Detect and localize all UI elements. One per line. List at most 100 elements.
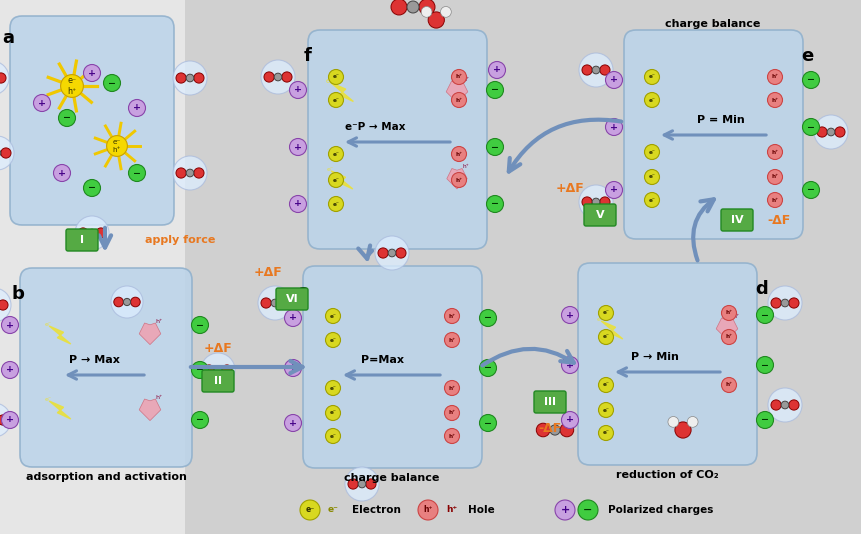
Text: h⁺: h⁺: [726, 382, 733, 388]
Text: e⁻: e⁻: [332, 152, 339, 156]
Circle shape: [687, 417, 698, 427]
Circle shape: [279, 298, 289, 308]
Circle shape: [781, 299, 789, 307]
Circle shape: [802, 119, 820, 136]
Circle shape: [480, 414, 497, 431]
Text: +: +: [294, 85, 302, 95]
Circle shape: [598, 426, 614, 441]
Text: VI: VI: [286, 294, 298, 304]
Text: e⁻: e⁻: [330, 411, 337, 415]
Text: e⁻: e⁻: [330, 313, 337, 318]
Text: −: −: [88, 184, 96, 192]
Text: e⁻: e⁻: [648, 98, 655, 103]
Text: +: +: [566, 415, 574, 425]
Text: e⁻: e⁻: [603, 407, 610, 412]
Text: e⁻
h⁺: e⁻ h⁺: [113, 139, 121, 153]
Text: e⁻: e⁻: [45, 397, 52, 402]
Text: −: −: [761, 360, 769, 370]
Circle shape: [441, 6, 451, 17]
FancyBboxPatch shape: [20, 268, 192, 467]
Text: +ΔF: +ΔF: [203, 342, 232, 356]
Text: +: +: [610, 122, 618, 131]
Text: h⁺: h⁺: [462, 164, 469, 169]
Text: e⁻: e⁻: [648, 150, 655, 154]
Text: charge balance: charge balance: [344, 473, 440, 483]
Circle shape: [345, 467, 379, 501]
Circle shape: [282, 72, 292, 82]
Text: reduction of CO₂: reduction of CO₂: [616, 470, 718, 480]
Text: −: −: [583, 505, 592, 515]
Circle shape: [78, 228, 88, 238]
Text: −: −: [491, 143, 499, 152]
Circle shape: [675, 422, 691, 438]
Text: +: +: [6, 365, 14, 374]
Text: −: −: [196, 415, 204, 425]
Text: +: +: [289, 364, 297, 373]
Text: +: +: [133, 104, 141, 113]
Text: IV: IV: [731, 215, 743, 225]
Circle shape: [722, 305, 736, 320]
Circle shape: [645, 145, 660, 160]
Text: +ΔF: +ΔF: [555, 182, 585, 194]
Text: h⁺: h⁺: [771, 175, 778, 179]
Text: Hole: Hole: [468, 505, 495, 515]
Text: c: c: [296, 283, 307, 301]
FancyBboxPatch shape: [202, 370, 234, 392]
Circle shape: [555, 500, 575, 520]
Text: +: +: [610, 75, 618, 84]
Text: e⁻: e⁻: [648, 175, 655, 179]
Circle shape: [407, 1, 419, 13]
Text: −: −: [761, 310, 769, 319]
Circle shape: [444, 309, 460, 324]
FancyBboxPatch shape: [721, 209, 753, 231]
Text: h⁺: h⁺: [446, 506, 457, 514]
Text: h⁺: h⁺: [455, 98, 462, 103]
Circle shape: [605, 182, 623, 199]
Circle shape: [111, 286, 143, 318]
Text: +: +: [610, 185, 618, 194]
Circle shape: [131, 297, 140, 307]
FancyBboxPatch shape: [66, 229, 98, 251]
Circle shape: [289, 82, 307, 98]
Circle shape: [767, 92, 783, 107]
Circle shape: [391, 0, 407, 15]
Circle shape: [428, 12, 444, 28]
Text: h⁺: h⁺: [449, 337, 455, 342]
Text: h⁺: h⁺: [449, 411, 455, 415]
Text: −: −: [196, 365, 204, 374]
Text: +: +: [294, 200, 302, 208]
Circle shape: [261, 298, 271, 308]
Circle shape: [592, 66, 600, 74]
Text: adsorption and activation: adsorption and activation: [26, 472, 187, 482]
Text: +: +: [493, 66, 501, 75]
Circle shape: [0, 300, 8, 310]
Circle shape: [451, 172, 467, 187]
Text: e⁻: e⁻: [326, 167, 334, 172]
Polygon shape: [601, 321, 623, 339]
Circle shape: [271, 299, 279, 307]
Text: Polarized charges: Polarized charges: [608, 505, 714, 515]
Text: h⁺: h⁺: [155, 319, 163, 324]
Circle shape: [2, 362, 18, 379]
Circle shape: [289, 195, 307, 213]
Text: −: −: [63, 114, 71, 122]
Text: e⁻: e⁻: [330, 434, 337, 438]
Text: apply force: apply force: [145, 235, 215, 245]
Text: h⁺: h⁺: [726, 334, 733, 340]
Circle shape: [201, 353, 235, 387]
Text: e⁻: e⁻: [603, 382, 610, 388]
Circle shape: [486, 195, 504, 213]
Polygon shape: [716, 318, 738, 340]
Circle shape: [582, 197, 592, 207]
Text: e⁻: e⁻: [332, 75, 339, 80]
Text: +: +: [58, 169, 66, 177]
FancyBboxPatch shape: [276, 288, 308, 310]
Text: e⁻: e⁻: [648, 75, 655, 80]
Circle shape: [325, 405, 340, 420]
Text: +: +: [566, 310, 574, 319]
Circle shape: [767, 69, 783, 84]
Circle shape: [88, 229, 96, 237]
Text: −: −: [807, 75, 815, 84]
Text: V: V: [596, 210, 604, 220]
Polygon shape: [331, 171, 353, 189]
